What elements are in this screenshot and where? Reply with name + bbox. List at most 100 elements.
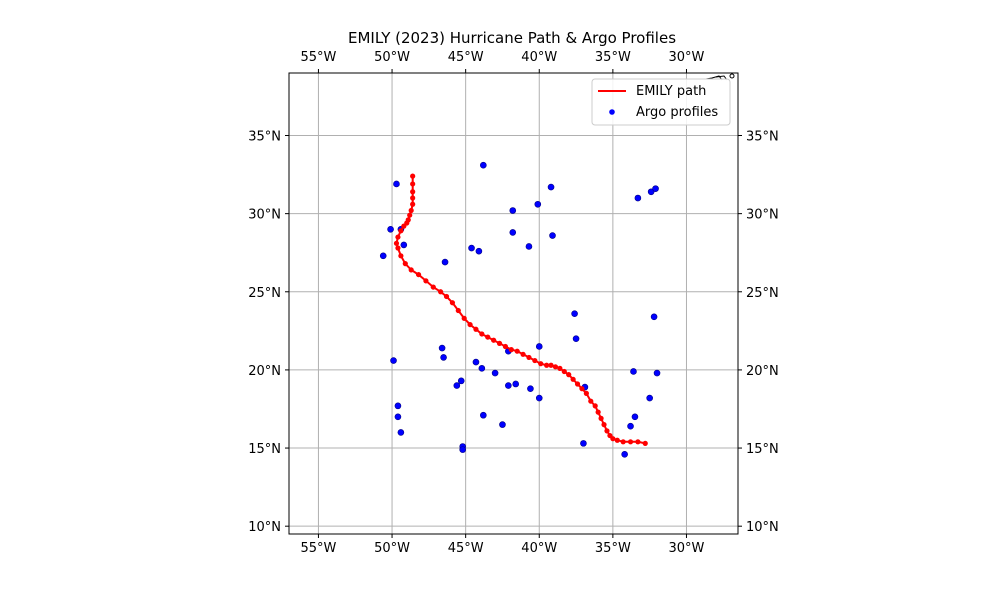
emily-path-point: [395, 245, 401, 251]
emily-path-point: [598, 415, 604, 421]
emily-path-point: [538, 361, 544, 367]
argo-profile-point: [472, 358, 480, 366]
legend-label-path: EMILY path: [636, 84, 706, 99]
argo-profile-point: [572, 335, 580, 342]
tick-label-lon-top: 40°W: [521, 50, 557, 65]
tick-label-lon-top: 50°W: [374, 50, 410, 65]
argo-profile-point: [634, 194, 642, 202]
argo-profile-point: [509, 207, 517, 214]
emily-path-point: [449, 300, 456, 306]
tick-label-lon-bottom: 50°W: [374, 541, 410, 556]
emily-path-point: [574, 381, 581, 387]
emily-path-point: [473, 326, 479, 332]
argo-profile-point: [653, 369, 661, 377]
emily-path-point: [461, 315, 467, 321]
emily-path-point: [479, 331, 485, 337]
legend-label-profiles: Argo profiles: [636, 105, 718, 120]
tick-label-lon-top: 30°W: [669, 50, 705, 65]
emily-path-point: [588, 398, 594, 404]
tick-label-lat-right: 10°N: [746, 520, 779, 535]
emily-path-point: [635, 439, 641, 445]
emily-path-point: [395, 234, 401, 240]
emily-path-point: [642, 440, 648, 446]
emily-path-point: [601, 422, 607, 428]
argo-profile-point: [512, 380, 520, 388]
emily-path-point: [579, 386, 585, 392]
emily-path-point: [410, 181, 416, 187]
tick-label-lat-left: 20°N: [248, 364, 281, 379]
argo-profile-point: [478, 365, 486, 372]
argo-profile-point: [627, 422, 634, 430]
tick-label-lon-bottom: 55°W: [300, 541, 336, 556]
argo-profile-point: [393, 180, 400, 188]
argo-profile-point: [480, 411, 487, 419]
emily-path-point: [607, 432, 613, 439]
emily-path-point: [552, 364, 559, 370]
emily-path-point: [430, 284, 436, 290]
emily-path-point: [398, 253, 404, 259]
emily-path-point: [408, 207, 414, 214]
emily-path-point: [410, 195, 416, 201]
tick-label-lat-left: 25°N: [248, 286, 281, 301]
emily-path-point: [592, 403, 598, 409]
emily-path-point: [398, 228, 404, 234]
emily-path-point: [566, 372, 572, 378]
emily-path-point: [544, 362, 550, 368]
emily-path-point: [557, 365, 563, 371]
tick-label-lat-right: 30°N: [746, 208, 779, 223]
emily-path-point: [491, 337, 497, 343]
emily-path-point: [604, 428, 610, 434]
argo-profile-point: [652, 185, 659, 192]
argo-profile-point: [468, 244, 475, 252]
tick-label-lon-top: 35°W: [595, 50, 631, 65]
emily-path-point: [502, 343, 509, 350]
argo-profile-point: [547, 183, 555, 191]
tick-label-lat-right: 15°N: [746, 442, 779, 457]
tick-label-lat-right: 35°N: [746, 130, 779, 145]
emily-path-point: [410, 173, 416, 179]
emily-path-point: [405, 217, 411, 223]
emily-path-point: [561, 368, 567, 375]
argo-profile-point: [441, 258, 449, 266]
argo-profile-point: [400, 241, 408, 249]
argo-profile-point: [525, 243, 533, 250]
legend: EMILY path Argo profiles: [591, 78, 731, 126]
emily-path-point: [520, 351, 526, 357]
tick-label-lat-left: 15°N: [248, 442, 281, 457]
argo-profile-point: [647, 188, 655, 196]
argo-profile-point: [394, 402, 402, 410]
tick-label-lon-top: 45°W: [448, 50, 484, 65]
argo-profile-point: [646, 394, 653, 402]
emily-path-point: [415, 271, 422, 278]
emily-path-point: [410, 201, 416, 207]
emily-path-point: [438, 289, 444, 295]
emily-path-point: [627, 439, 634, 445]
emily-path-point: [467, 321, 473, 328]
argo-profile-point: [535, 343, 543, 350]
argo-profile-point: [509, 229, 517, 236]
tick-label-lon-top: 55°W: [300, 50, 336, 65]
tick-label-lon-bottom: 35°W: [595, 541, 631, 556]
argo-profile-point: [453, 382, 461, 389]
legend-box: [591, 78, 731, 126]
argo-profile-point: [459, 446, 467, 453]
argo-profile-point: [499, 421, 506, 428]
argo-profile-point: [505, 382, 512, 389]
emily-path-point: [595, 409, 601, 415]
emily-path-point: [407, 212, 413, 218]
emily-path-point: [496, 340, 503, 346]
argo-profile-point: [621, 451, 628, 458]
emily-path-point: [548, 362, 554, 368]
tick-label-lon-bottom: 45°W: [448, 541, 484, 556]
emily-path-point: [402, 261, 408, 267]
tick-label-lat-left: 30°N: [248, 208, 281, 223]
argo-profile-point: [475, 247, 483, 255]
argo-profile-point: [397, 429, 405, 436]
map-frame: [288, 72, 739, 535]
emily-path-point: [583, 390, 589, 396]
emily-path-point: [443, 293, 450, 300]
emily-path-point: [410, 189, 416, 195]
argo-profile-point: [387, 225, 394, 233]
legend-swatch-profiles: [609, 109, 615, 115]
